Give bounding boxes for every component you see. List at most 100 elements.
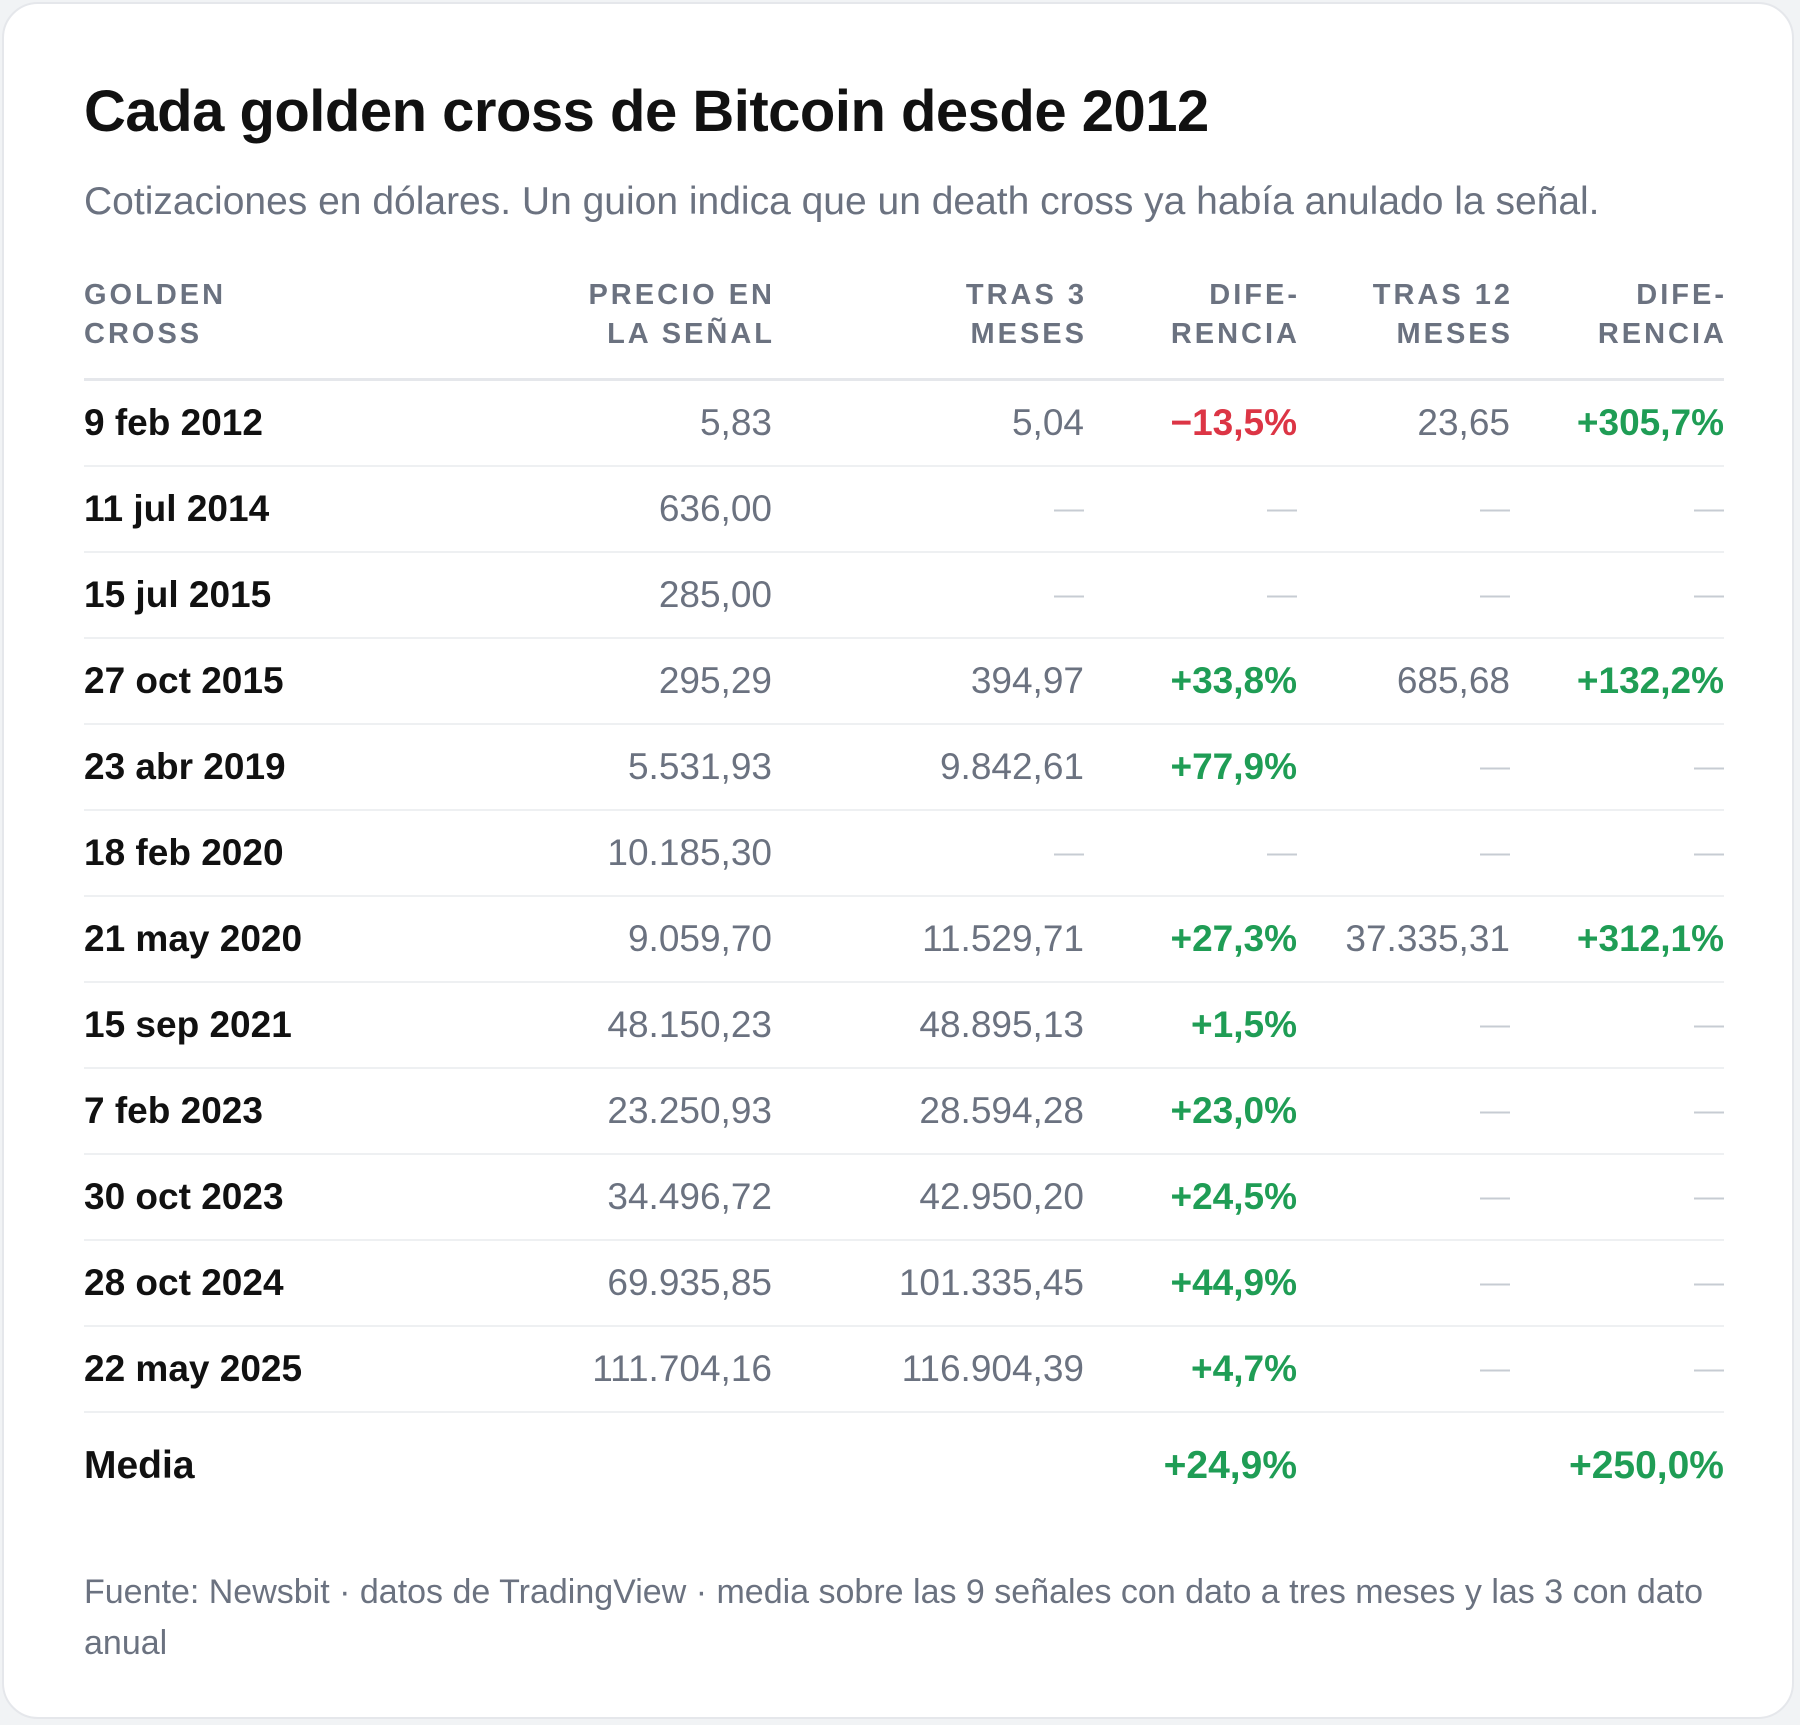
cell-price-3m: 101.335,45 [772,1240,1084,1327]
cell-diff-12m: — [1510,724,1724,811]
header-line: DIFE- [1636,279,1727,311]
header-line: GOLDEN [84,279,227,311]
cell-price-12m: — [1297,466,1510,553]
header-golden-cross: GOLDEN CROSS [84,276,512,381]
cell-diff-3m: −13,5% [1084,379,1297,467]
cell-price-3m: 28.594,28 [772,1068,1084,1155]
cell-price-3m: 116.904,39 [772,1326,1084,1413]
cell-price-at-signal: 34.496,72 [512,1154,772,1241]
table-header-row: GOLDEN CROSS PRECIO EN LA SEÑAL TRAS 3 M… [84,276,1727,381]
table-row: 9 feb 2012 5,83 5,04 −13,5% 23,65 +305,7% [84,379,1724,467]
table-row: 15 sep 2021 48.150,23 48.895,13 +1,5% — — [84,982,1724,1069]
cell-diff-3m: +77,9% [1084,724,1297,811]
cell-price-12m: — [1297,1326,1510,1413]
cell-diff-3m: +23,0% [1084,1068,1297,1155]
cell-price-12m: 685,68 [1297,638,1510,725]
table-row: 15 jul 2015 285,00— — — — [84,552,1724,639]
cell-price-12m: — [1297,724,1510,811]
page-subtitle: Cotizaciones en dólares. Un guion indica… [84,180,1600,223]
header-line: RENCIA [1170,318,1300,350]
average-row: Media +24,9% +250,0% [84,1412,1724,1513]
cell-price-at-signal: 285,00 [512,552,772,639]
cell-date: 18 feb 2020 [84,810,512,897]
cell-date: 28 oct 2024 [84,1240,512,1327]
cell-price-3m: 9.842,61 [772,724,1084,811]
cell-price-at-signal: 5,83 [512,379,772,467]
cell-price-at-signal: 9.059,70 [512,896,772,983]
cell-diff-3m: +44,9% [1084,1240,1297,1327]
average-cell-diff-12m: +250,0% [1568,1444,1724,1487]
header-tras-3-meses: TRAS 3 MESES [772,276,1087,381]
table-row: 22 may 2025 111.704,16 116.904,39 +4,7% — — [84,1326,1724,1413]
header-precio-en-la-senal: PRECIO EN LA SEÑAL [512,276,775,381]
cell-diff-3m: +24,5% [1084,1154,1297,1241]
cell-price-3m: 5,04 [772,379,1084,467]
cell-date: 11 jul 2014 [84,466,512,553]
cell-price-12m: — [1297,1154,1510,1241]
cell-diff-3m: +4,7% [1084,1326,1297,1413]
header-line: LA SEÑAL [607,318,775,350]
average-cell-price-3m [772,1412,1084,1513]
cell-price-at-signal: 48.150,23 [512,982,772,1069]
table-row: 18 feb 2020 10.185,30— — — — [84,810,1724,897]
cell-date: 22 may 2025 [84,1326,512,1413]
cell-date: 27 oct 2015 [84,638,512,725]
cell-diff-3m: +1,5% [1084,982,1297,1069]
cell-diff-12m: +305,7% [1510,379,1724,467]
page-title: Cada golden cross de Bitcoin desde 2012 [84,79,1209,144]
cell-price-3m: — [772,810,1084,897]
header-line: PRECIO EN [588,279,775,311]
table-row: 28 oct 2024 69.935,85 101.335,45 +44,9% — — [84,1240,1724,1327]
golden-cross-table: GOLDEN CROSS PRECIO EN LA SEÑAL TRAS 3 M… [84,276,1724,1513]
cell-date: 7 feb 2023 [84,1068,512,1155]
cell-price-3m: 48.895,13 [772,982,1084,1069]
average-cell-diff-3m: +24,9% [1163,1444,1297,1487]
cell-price-at-signal: 636,00 [512,466,772,553]
cell-diff-3m: +33,8% [1084,638,1297,725]
cell-price-at-signal: 23.250,93 [512,1068,772,1155]
average-cell-price-12m [1297,1412,1510,1513]
cell-diff-12m: — [1510,810,1724,897]
header-line: CROSS [84,318,203,350]
average-cell-price-at-signal [512,1412,772,1513]
table-row: 11 jul 2014 636,00— — — — [84,466,1724,553]
header-diferencia-3-meses: DIFE- RENCIA [1084,276,1300,381]
cell-price-at-signal: 5.531,93 [512,724,772,811]
cell-price-12m: — [1297,1068,1510,1155]
table-row: 7 feb 2023 23.250,93 28.594,28 +23,0% — — [84,1068,1724,1155]
cell-diff-12m: — [1510,1240,1724,1327]
header-line: RENCIA [1597,318,1727,350]
cell-diff-3m: — [1084,552,1297,639]
table-body: 9 feb 2012 5,83 5,04 −13,5% 23,65 +305,7% 11 j… [84,379,1724,1514]
cell-price-3m: 42.950,20 [772,1154,1084,1241]
header-line: MESES [970,318,1087,350]
header-line: TRAS 3 [965,279,1087,311]
cell-price-12m: — [1297,810,1510,897]
cell-price-12m: — [1297,552,1510,639]
cell-diff-12m: +312,1% [1510,896,1724,983]
footnote: Fuente: Newsbit · datos de TradingView ·… [84,1573,1704,1662]
cell-date: 23 abr 2019 [84,724,512,811]
cell-diff-12m: — [1510,1068,1724,1155]
cell-diff-3m: — [1084,810,1297,897]
cell-price-at-signal: 10.185,30 [512,810,772,897]
cell-diff-12m: — [1510,1326,1724,1413]
cell-price-3m: 394,97 [772,638,1084,725]
cell-date: 15 sep 2021 [84,982,512,1069]
cell-price-12m: 23,65 [1297,379,1510,467]
cell-diff-12m: +132,2% [1510,638,1724,725]
cell-price-at-signal: 111.704,16 [512,1326,772,1413]
cell-price-12m: — [1297,982,1510,1069]
header-line: MESES [1396,318,1513,350]
cell-price-3m: 11.529,71 [772,896,1084,983]
cell-price-at-signal: 295,29 [512,638,772,725]
cell-diff-12m: — [1510,1154,1724,1241]
cell-price-at-signal: 69.935,85 [512,1240,772,1327]
cell-date: 15 jul 2015 [84,552,512,639]
cell-date: 21 may 2020 [84,896,512,983]
table-row: 21 may 2020 9.059,70 11.529,71 +27,3% 37.335… [84,896,1724,983]
header-line: TRAS 12 [1372,279,1513,311]
cell-diff-12m: — [1510,982,1724,1069]
cell-date: 30 oct 2023 [84,1154,512,1241]
